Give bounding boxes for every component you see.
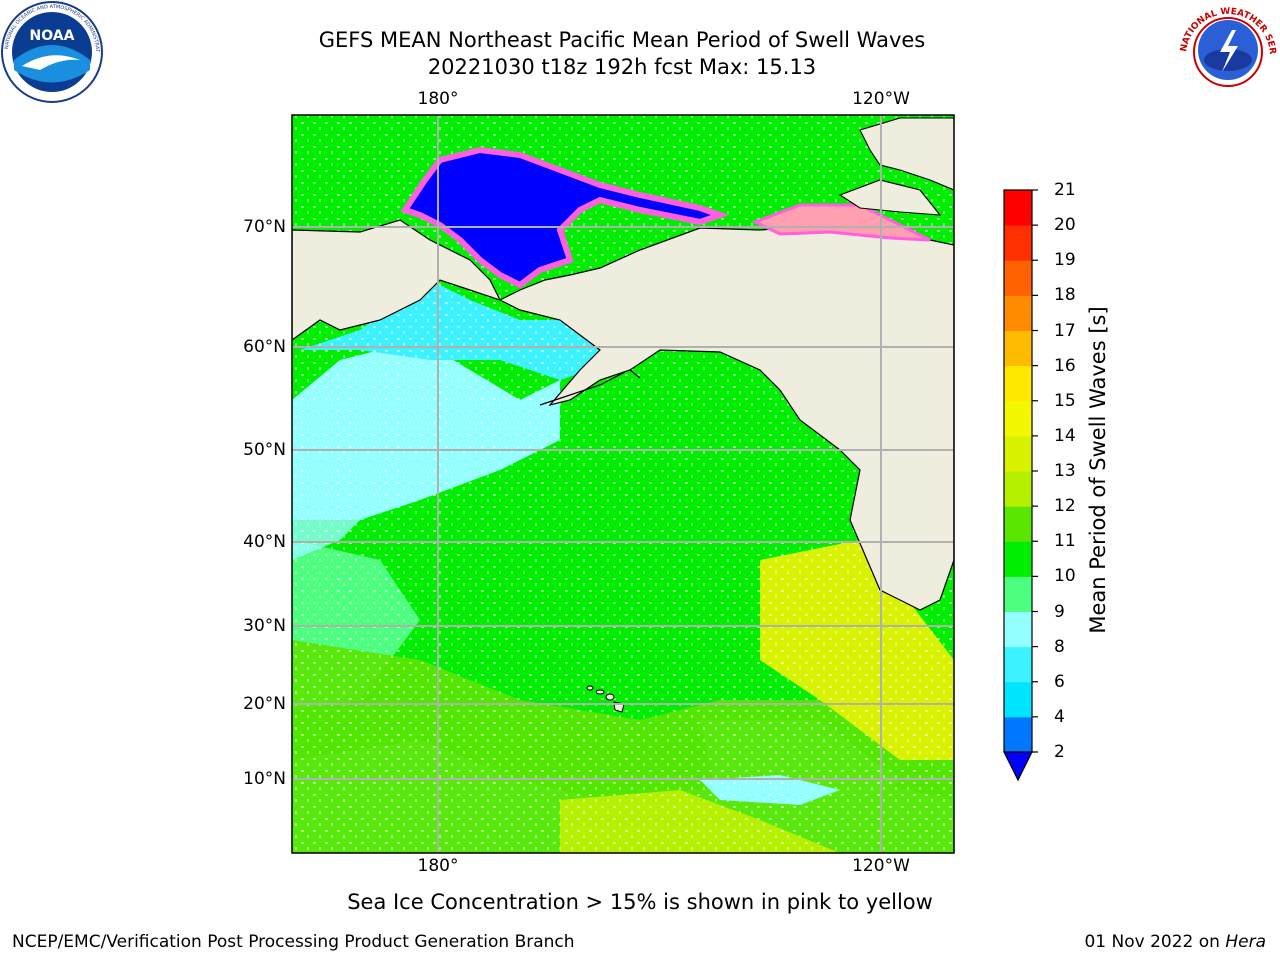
colorbar-underflow-arrow — [1003, 751, 1033, 782]
colorbar-tick-label: 2 — [1054, 742, 1065, 762]
lat-label-70n: 70°N — [243, 217, 286, 237]
lat-label-10n: 10°N — [243, 769, 286, 789]
colorbar-tick-label: 15 — [1054, 390, 1076, 411]
colorbar-tick-label: 17 — [1054, 320, 1076, 341]
colorbar-band — [1004, 330, 1032, 367]
aleutian-islands — [539, 369, 641, 406]
colorbar-tick-label: 12 — [1054, 496, 1076, 517]
noaa-logo: NOAA NATIONAL OCEANIC AND ATMOSPHERIC AD… — [0, 0, 103, 103]
noaa-logo-text: NOAA — [30, 28, 75, 44]
arctic-ice-zone — [400, 146, 730, 289]
colorbar-band — [1004, 611, 1032, 648]
colorbar-band — [1004, 225, 1032, 261]
land-arctic-islands — [859, 117, 954, 191]
colorbar-tick-label: 20 — [1054, 215, 1076, 236]
land-siberia-alaska — [292, 219, 954, 611]
run-date: 01 Nov 2022 on Hera — [1084, 932, 1266, 952]
colorbar-tick-label: 8 — [1054, 636, 1065, 657]
map-subtitle: 20221030 t18z 192h fcst Max: 15.13 — [427, 55, 817, 79]
colorbar-band — [1004, 471, 1032, 507]
colorbar-band — [1004, 190, 1032, 226]
map-frame — [291, 114, 955, 854]
colorbar-band — [1004, 541, 1032, 577]
colorbar-title: Mean Period of Swell Waves [s] — [1086, 306, 1110, 634]
colorbar-band — [1004, 716, 1032, 753]
lon-label-top-180: 180° — [417, 89, 459, 109]
map-title: GEFS MEAN Northeast Pacific Mean Period … — [318, 28, 926, 52]
colorbar-tick-label: 10 — [1054, 566, 1076, 587]
colorbar-tick-label: 14 — [1054, 425, 1076, 446]
colorbar-tick-label: 19 — [1054, 250, 1076, 271]
lat-label-40n: 40°N — [243, 532, 286, 552]
map-panel — [292, 115, 954, 853]
colorbar-tick-label: 6 — [1054, 671, 1065, 692]
lat-label-50n: 50°N — [243, 440, 286, 460]
colorbar-tick-label: 21 — [1054, 180, 1076, 200]
colorbar — [1003, 189, 1038, 782]
lat-label-60n: 60°N — [243, 337, 286, 357]
colorbar-band — [1004, 506, 1032, 542]
lon-label-top-120w: 120°W — [852, 89, 910, 109]
colorbar-band — [1004, 435, 1032, 472]
run-date-host: Hera — [1225, 932, 1266, 952]
colorbar-tick-label: 13 — [1054, 461, 1076, 481]
colorbar-band — [1004, 260, 1032, 296]
colorbar-tick-label: 16 — [1054, 355, 1076, 376]
colorbar-tick-label: 9 — [1054, 601, 1065, 622]
colorbar-band — [1004, 365, 1032, 402]
sea-ice-footnote: Sea Ice Concentration > 15% is shown in … — [347, 890, 933, 914]
colorbar-tick-label: 4 — [1054, 706, 1065, 727]
arctic-ice-east — [751, 203, 931, 242]
lon-label-bottom-120w: 120°W — [852, 856, 910, 876]
colorbar-band — [1004, 400, 1032, 437]
colorbar-tick-label: 11 — [1054, 531, 1076, 552]
colorbar-tick-label: 18 — [1054, 285, 1076, 306]
lat-label-30n: 30°N — [243, 616, 286, 636]
lat-label-20n: 20°N — [243, 694, 286, 714]
lon-label-bottom-180: 180° — [417, 856, 459, 876]
run-date-text: 01 Nov 2022 on — [1084, 932, 1226, 952]
map-gridlines — [292, 115, 954, 853]
colorbar-band — [1004, 295, 1032, 331]
colorbar-band — [1004, 646, 1032, 683]
credit-text: NCEP/EMC/Verification Post Processing Pr… — [12, 932, 575, 952]
nws-logo: NATIONAL WEATHER SERVICE — [1176, 0, 1278, 102]
colorbar-band — [1004, 576, 1032, 612]
colorbar-band — [1004, 681, 1032, 718]
